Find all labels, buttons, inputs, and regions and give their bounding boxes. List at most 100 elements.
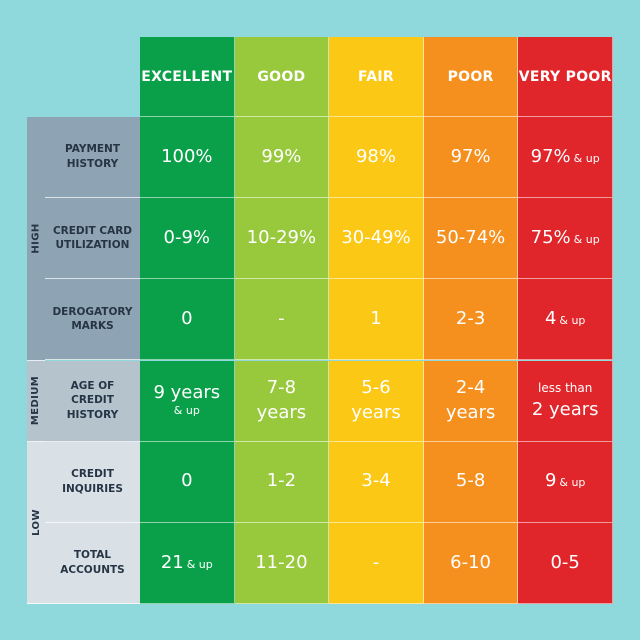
- value-cell: 100%: [140, 117, 235, 199]
- factor-label: DEROGATORY MARKS: [45, 279, 140, 361]
- value-line: -: [372, 551, 380, 574]
- impact-text: MEDIUM: [30, 375, 42, 426]
- value-line: 4 & up: [544, 308, 586, 330]
- value-text: -: [372, 551, 380, 573]
- value-cell: 0: [140, 441, 235, 523]
- value-cell: 50-74%: [423, 198, 519, 280]
- value-text: 0: [181, 470, 193, 492]
- value-cell: 0-9%: [140, 198, 235, 280]
- value-cell: 97% & up: [518, 117, 613, 199]
- value-line: 1-2: [267, 471, 296, 492]
- value-cell: 6-10: [423, 522, 519, 604]
- value-text: 4: [544, 308, 557, 330]
- value-cell: 10-29%: [234, 198, 330, 280]
- value-suffix: & up: [559, 314, 586, 328]
- value-cell: 75% & up: [518, 198, 613, 280]
- value-line: 6-10: [450, 551, 492, 574]
- value-line: 0-5: [550, 552, 579, 574]
- value-text: 30-49%: [341, 226, 411, 248]
- value-text: 97%: [450, 145, 491, 167]
- value-text: -: [278, 308, 285, 330]
- value-cell: 7-8 years: [234, 360, 330, 442]
- value-cell: 3-4: [329, 441, 424, 523]
- column-header-excellent: EXCELLENT: [140, 37, 235, 117]
- value-text: 10-29%: [246, 226, 317, 248]
- impact-label-high: HIGH: [27, 117, 45, 361]
- value-cell: 5-6 years: [329, 360, 424, 442]
- value-text: 9: [544, 470, 557, 492]
- column-header-fair: FAIR: [329, 37, 424, 117]
- value-text: 1: [370, 308, 382, 330]
- column-header-very-poor: VERY POOR: [518, 37, 613, 117]
- value-text: 5-8: [455, 470, 486, 492]
- column-header-good: GOOD: [234, 37, 330, 117]
- value-cell: 99%: [234, 117, 330, 199]
- value-text: 100%: [161, 145, 213, 167]
- value-text: 2-4: [455, 377, 486, 399]
- value-text: 75%: [530, 226, 571, 248]
- value-cell: 2-3: [423, 279, 519, 361]
- impact-label-low: LOW: [27, 441, 45, 604]
- value-text: 50-74%: [435, 226, 506, 248]
- value-cell: less than 2 years: [518, 360, 613, 442]
- value-text: years: [445, 401, 496, 423]
- value-suffix: & up: [559, 476, 586, 490]
- value-cell: 98%: [329, 117, 424, 199]
- value-text: 3-4: [361, 470, 391, 492]
- value-text: 2 years: [531, 398, 599, 420]
- value-line: 0: [181, 308, 192, 330]
- value-line: 97%: [450, 145, 491, 168]
- value-line: -: [278, 308, 285, 330]
- value-line: 99%: [261, 145, 302, 168]
- value-cell: 2-4 years: [423, 360, 519, 442]
- value-line: 2 years: [531, 398, 599, 421]
- value-text: 6-10: [450, 551, 492, 573]
- value-text: years: [256, 401, 307, 423]
- value-line: 30-49%: [341, 226, 411, 249]
- value-text: 21: [160, 551, 184, 573]
- value-text: 0-9%: [163, 226, 211, 248]
- value-text: 9 years: [153, 382, 221, 404]
- value-line: 11-20: [255, 551, 308, 574]
- value-cell: 0-5: [518, 522, 613, 604]
- value-text: 2-3: [455, 308, 486, 330]
- value-suffix: & up: [573, 151, 600, 165]
- value-line: 21 & up: [160, 551, 213, 574]
- column-header-poor: POOR: [423, 37, 519, 117]
- value-cell: 1: [329, 279, 424, 361]
- impact-text: HIGH: [30, 223, 42, 254]
- value-cell: 9 & up: [518, 441, 613, 523]
- factor-label: CREDIT CARD UTILIZATION: [45, 198, 140, 280]
- value-suffix: & up: [173, 404, 200, 418]
- value-cell: 11-20: [234, 522, 330, 604]
- value-line: 0: [181, 471, 192, 492]
- impact-label-medium: MEDIUM: [27, 360, 45, 442]
- value-cell: 1-2: [234, 441, 330, 523]
- value-cell: 4 & up: [518, 279, 613, 361]
- value-prefix: less than: [538, 380, 593, 395]
- factor-label: AGE OF CREDIT HISTORY: [45, 360, 140, 442]
- value-text: years: [351, 401, 401, 423]
- value-text: 99%: [261, 145, 302, 167]
- value-line: 0-9%: [163, 226, 211, 249]
- value-cell: 21 & up: [140, 522, 235, 604]
- value-text: 5-6: [361, 377, 391, 399]
- value-cell: 9 years & up: [140, 360, 235, 442]
- value-text: 11-20: [255, 551, 308, 573]
- value-text: 97%: [530, 145, 571, 167]
- value-line: 5-8: [456, 471, 485, 492]
- value-cell: -: [234, 279, 330, 361]
- value-cell: 0: [140, 279, 235, 361]
- value-text: 98%: [355, 145, 396, 167]
- value-line: 97% & up: [530, 145, 600, 168]
- factor-label: CREDIT INQUIRIES: [45, 441, 140, 523]
- factor-label: PAYMENT HISTORY: [45, 117, 140, 199]
- value-suffix: & up: [573, 232, 600, 246]
- value-line: 10-29%: [246, 226, 317, 249]
- value-cell: 5-8: [423, 441, 519, 523]
- value-cell: 30-49%: [329, 198, 424, 280]
- value-line: 9 & up: [545, 471, 585, 492]
- factor-label: TOTAL ACCOUNTS: [45, 522, 140, 604]
- value-line: 75% & up: [530, 226, 600, 249]
